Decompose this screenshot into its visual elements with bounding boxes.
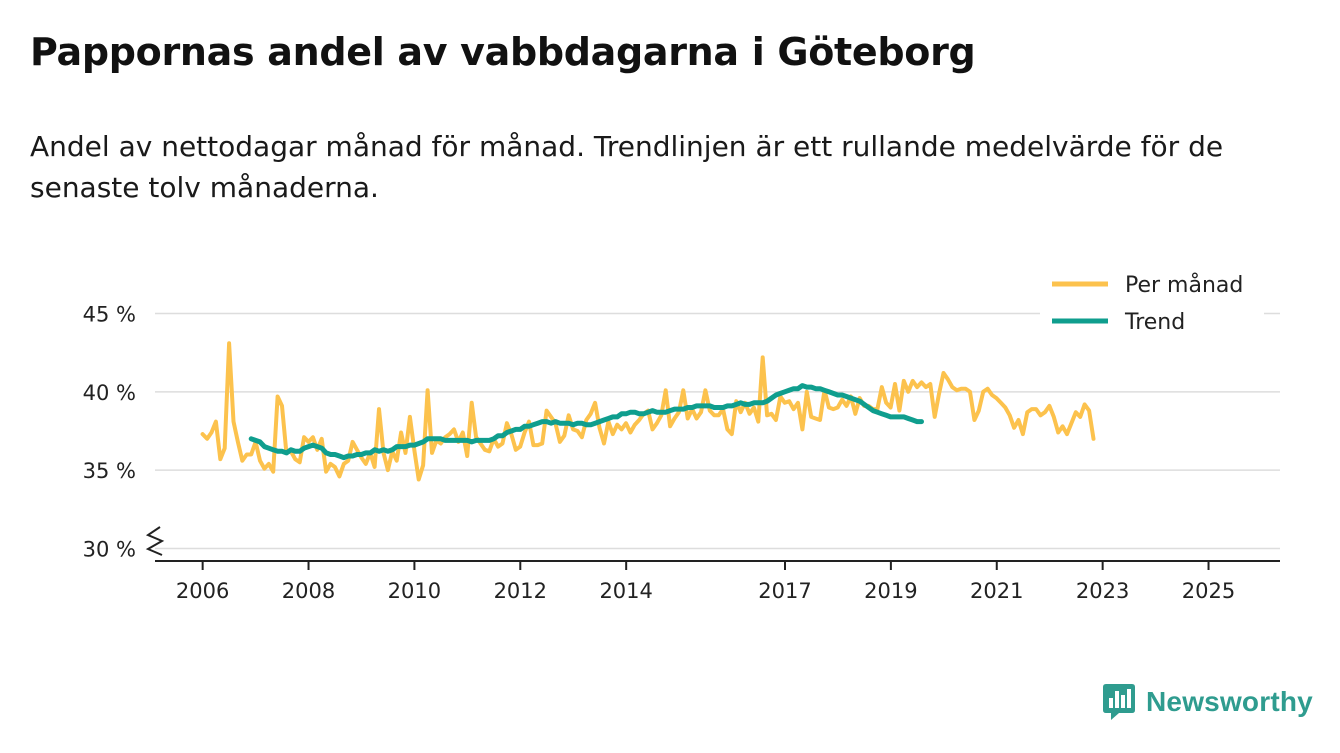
brand-name: Newsworthy: [1146, 686, 1313, 717]
x-tick-label: 2017: [758, 579, 811, 603]
x-tick-label: 2008: [282, 579, 335, 603]
axis-break-icon: [145, 526, 165, 556]
y-tick-label: 35 %: [83, 459, 136, 483]
newsworthy-logo-icon: [1103, 684, 1135, 720]
legend: Per månad Trend: [1040, 268, 1264, 342]
x-tick-label: 2014: [599, 579, 652, 603]
legend-label: Per månad: [1125, 272, 1243, 298]
grid-lines: [155, 312, 1280, 550]
y-tick-label: 30 %: [83, 537, 136, 561]
x-tick-label: 2010: [388, 579, 441, 603]
x-tick-label: 2021: [970, 579, 1023, 603]
y-tick-label: 40 %: [83, 381, 136, 405]
x-tick-label: 2025: [1182, 579, 1235, 603]
x-tick-label: 2006: [176, 579, 229, 603]
axes: 30 % 35 % 40 % 45 % 2006 2008 2010 2012 2014 2017…: [83, 302, 1280, 603]
newsworthy-logo[interactable]: Newsworthy: [1102, 682, 1313, 722]
chart-subtitle: Andel av nettodagar månad för månad. Tre…: [30, 130, 1224, 204]
series-trend-line: [248, 383, 924, 461]
legend-label: Trend: [1124, 310, 1185, 335]
legend-background: [1040, 268, 1264, 342]
chart-title: Pappornas andel av vabbdagarna i Götebor…: [30, 30, 976, 74]
x-tick-label: 2012: [494, 579, 547, 603]
x-tick-label: 2019: [864, 579, 917, 603]
series-layer: [200, 341, 1096, 482]
x-tick-label: 2023: [1076, 579, 1129, 603]
y-tick-label: 45 %: [83, 302, 136, 326]
